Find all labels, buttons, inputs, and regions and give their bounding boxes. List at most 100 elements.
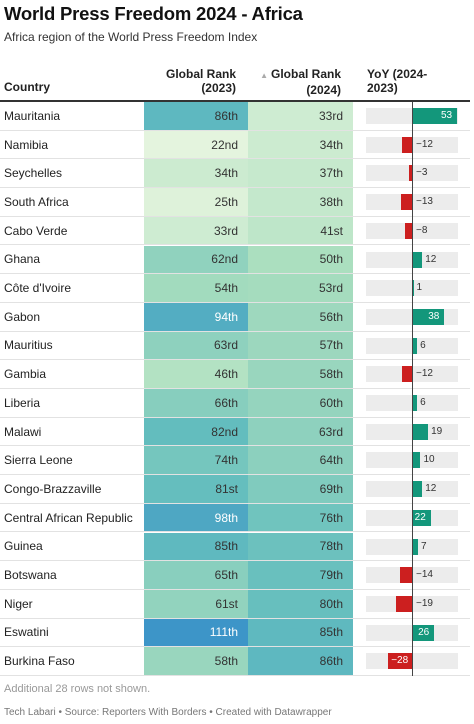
table-row: Ghana 62nd 50th 12 <box>0 245 470 275</box>
yoy-zero-line <box>412 102 413 676</box>
yoy-bar <box>412 423 429 440</box>
rank-2024-cell: 58th <box>248 360 353 388</box>
yoy-value-label: 38 <box>428 310 440 322</box>
table-row: Namibia 22nd 34th −12 <box>0 130 470 160</box>
rank-2023-cell: 33rd <box>144 216 248 245</box>
rank-2023-cell: 66th <box>144 389 248 417</box>
yoy-value-label: 7 <box>420 540 427 552</box>
column-header-yoy[interactable]: YoY (2024- 2023) <box>367 67 467 95</box>
rank-2024-cell: 37th <box>248 159 353 188</box>
country-cell: Ghana <box>4 252 41 267</box>
country-cell: Botswana <box>4 568 57 583</box>
chart-title: World Press Freedom 2024 - Africa <box>4 3 303 24</box>
table-row: Mauritania 86th 33rd 53 <box>0 102 470 131</box>
yoy-value-label: 53 <box>441 110 453 121</box>
country-cell: Cabo Verde <box>4 223 68 238</box>
yoy-bar <box>412 452 421 469</box>
rank-2024-cell: 50th <box>248 245 353 274</box>
rank-2023-cell: 86th <box>144 102 248 130</box>
country-cell: Gambia <box>4 367 47 382</box>
yoy-value-label: 26 <box>418 626 430 638</box>
yoy-value-label: −28 <box>391 655 409 667</box>
table-row: Burkina Faso 58th 86th −28 <box>0 647 470 676</box>
table-row: South Africa 25th 38th −13 <box>0 188 470 217</box>
country-cell: Mauritius <box>4 338 53 353</box>
country-cell: Liberia <box>4 395 41 410</box>
yoy-value-label: 1 <box>416 282 423 294</box>
table-row: Gambia 46th 58th −12 <box>0 360 470 389</box>
yoy-value-label: 12 <box>425 483 437 495</box>
yoy-bar <box>412 395 418 411</box>
yoy-value-label: 22 <box>414 511 426 523</box>
rank-2024-cell: 33rd <box>248 102 353 130</box>
rank-2023-cell: 82nd <box>144 417 248 446</box>
rank-2024-cell: 80th <box>248 589 353 618</box>
yoy-bar <box>412 108 457 124</box>
column-header-rank-2024[interactable]: ▲ Global Rank (2024) <box>255 67 341 97</box>
yoy-value-label: −14 <box>416 569 433 581</box>
country-cell: Congo-Brazzaville <box>4 481 102 496</box>
yoy-bar <box>412 481 423 498</box>
rank-2023-cell: 46th <box>144 360 248 388</box>
yoy-value-label: 10 <box>423 454 435 466</box>
yoy-value-label: 19 <box>431 425 443 437</box>
column-header-yoy-line2: 2023) <box>367 81 398 95</box>
rank-2023-cell: 81st <box>144 475 248 503</box>
table-row: Eswatini 111th 85th 26 <box>0 618 470 648</box>
rank-2023-cell: 74th <box>144 446 248 475</box>
rank-2023-cell: 58th <box>144 647 248 675</box>
column-header-country[interactable]: Country <box>4 80 50 94</box>
country-cell: Seychelles <box>4 166 63 181</box>
chart-subtitle: Africa region of the World Press Freedom… <box>4 30 258 44</box>
yoy-bar <box>412 624 435 641</box>
table-header: Country Global Rank (2023) ▲ Global Rank … <box>0 62 470 102</box>
rank-2024-cell: 38th <box>248 188 353 216</box>
table-row: Seychelles 34th 37th −3 <box>0 159 470 189</box>
yoy-bar <box>401 136 412 153</box>
rank-2024-cell: 56th <box>248 302 353 331</box>
column-header-rank-2024-line1: Global Rank <box>270 67 341 81</box>
country-cell: Eswatini <box>4 625 49 640</box>
rank-2023-cell: 111th <box>144 618 248 647</box>
rank-2023-cell: 22nd <box>144 130 248 159</box>
rank-2023-cell: 63rd <box>144 331 248 360</box>
yoy-bar <box>388 653 412 670</box>
rank-2024-cell: 86th <box>248 647 353 675</box>
rank-2024-cell: 69th <box>248 475 353 503</box>
rank-2024-cell: 64th <box>248 446 353 475</box>
yoy-bar <box>412 538 418 555</box>
rank-2024-cell: 79th <box>248 561 353 589</box>
rank-2023-cell: 34th <box>144 159 248 188</box>
yoy-bar <box>412 251 423 268</box>
yoy-bar <box>395 595 412 612</box>
rank-2024-cell: 53rd <box>248 274 353 302</box>
yoy-value-label: −3 <box>416 167 428 179</box>
yoy-value-label: 6 <box>420 339 426 351</box>
country-cell: Sierra Leone <box>4 453 73 468</box>
yoy-bar <box>401 366 412 383</box>
yoy-bar <box>400 194 412 211</box>
country-cell: Côte d'Ivoire <box>4 281 71 296</box>
column-header-rank-2023-line1: Global Rank <box>165 67 236 81</box>
rank-2024-cell: 60th <box>248 389 353 417</box>
country-cell: Malawi <box>4 424 42 439</box>
rank-2024-cell: 63rd <box>248 417 353 446</box>
column-header-rank-2023-line2: (2023) <box>201 81 236 95</box>
table-row: Central African Republic 98th 76th 22 <box>0 503 470 533</box>
yoy-value-label: −19 <box>416 597 433 609</box>
rank-2023-cell: 98th <box>144 503 248 532</box>
rank-2023-cell: 54th <box>144 274 248 302</box>
rank-2023-cell: 65th <box>144 561 248 589</box>
rank-2024-cell: 78th <box>248 532 353 561</box>
rank-2024-cell: 57th <box>248 331 353 360</box>
country-cell: Gabon <box>4 309 41 324</box>
country-cell: Central African Republic <box>4 510 133 525</box>
country-cell: Namibia <box>4 137 49 152</box>
yoy-bar <box>412 509 431 526</box>
yoy-bar <box>409 165 412 182</box>
table-row: Gabon 94th 56th 38 <box>0 302 470 332</box>
rank-2023-cell: 62nd <box>144 245 248 274</box>
column-header-rank-2023[interactable]: Global Rank (2023) <box>150 67 236 95</box>
rank-2024-cell: 41st <box>248 216 353 245</box>
country-cell: Guinea <box>4 539 43 554</box>
